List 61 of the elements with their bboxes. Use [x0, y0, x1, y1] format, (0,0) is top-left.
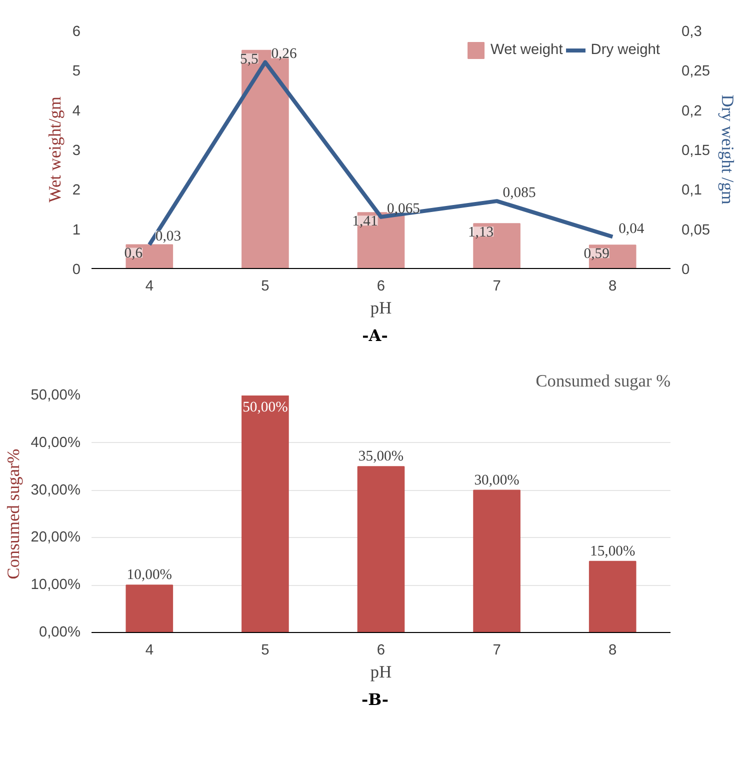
- y-axis-title: Consumed sugar%: [4, 448, 23, 580]
- x-tick-label: 4: [145, 642, 154, 658]
- y-tick-label: 4: [72, 103, 81, 120]
- x-tick-label: 5: [261, 278, 270, 294]
- x-axis-title: pH: [370, 662, 392, 682]
- data-label: 0,03: [155, 228, 182, 245]
- y-tick-label: 0: [72, 262, 81, 278]
- data-label: 0,065: [387, 200, 420, 217]
- y2-tick-label: 0,2: [682, 103, 702, 120]
- y-tick-label: 5: [72, 64, 81, 80]
- y2-axis-title: Dry weight /gm: [718, 94, 738, 205]
- x-tick-label: 6: [376, 278, 386, 294]
- text: -A-: [362, 325, 388, 347]
- bar: [242, 396, 289, 632]
- chart-title: Consumed sugar %: [536, 372, 671, 390]
- x-tick-label: 8: [608, 642, 617, 658]
- y-tick-label: 2: [72, 182, 81, 199]
- y-tick-label: 20,00%: [30, 530, 81, 546]
- y-axis-title: Wet weight/gm: [45, 96, 64, 202]
- x-tick-label: 7: [492, 642, 501, 658]
- bar: [126, 244, 174, 268]
- y-tick-label: 0,00%: [38, 624, 81, 640]
- y-tick-label: 3: [72, 143, 81, 159]
- bar: [588, 560, 636, 632]
- data-label: 1,13: [468, 224, 494, 241]
- data-label: 50,00%: [242, 400, 288, 416]
- data-label: 0,6: [124, 246, 143, 262]
- data-label: 0,26: [271, 46, 297, 62]
- y-tick-label: 10,00%: [30, 577, 81, 594]
- y-tick-label: 6: [72, 24, 81, 40]
- x-tick-label: 7: [492, 278, 501, 294]
- legend-label: Dry weight: [590, 42, 660, 58]
- bar: [126, 584, 174, 632]
- y2-tick-label: 0,15: [682, 143, 710, 159]
- x-axis-title: pH: [370, 298, 392, 318]
- data-label: 30,00%: [474, 472, 520, 488]
- data-label: 0,085: [502, 185, 536, 202]
- y-tick-label: 30,00%: [30, 482, 81, 498]
- legend-label: Wet weight: [490, 42, 563, 58]
- bar: [357, 466, 405, 632]
- x-tick-label: 5: [261, 642, 270, 658]
- data-label: 0,04: [618, 220, 645, 237]
- y2-tick-label: 0,25: [682, 64, 710, 80]
- text: -B-: [361, 689, 389, 711]
- data-label: 15,00%: [590, 543, 636, 560]
- data-label: 35,00%: [358, 448, 404, 465]
- data-label: 10,00%: [126, 567, 172, 584]
- y2-tick-label: 0: [682, 262, 690, 278]
- y2-tick-label: 0,1: [682, 182, 702, 199]
- x-tick-label: 4: [145, 278, 154, 294]
- data-label: 5,5: [240, 51, 258, 68]
- y-tick-label: 1: [72, 222, 81, 238]
- data-label: 0,59: [584, 246, 610, 262]
- x-tick-label: 6: [376, 642, 386, 658]
- y2-tick-label: 0,3: [682, 24, 702, 40]
- data-label: 1,41: [352, 214, 378, 230]
- y-tick-label: 50,00%: [30, 388, 81, 404]
- bar: [473, 490, 520, 632]
- y2-tick-label: 0,05: [682, 222, 710, 238]
- y-tick-label: 40,00%: [30, 434, 81, 451]
- x-tick-label: 8: [608, 278, 617, 294]
